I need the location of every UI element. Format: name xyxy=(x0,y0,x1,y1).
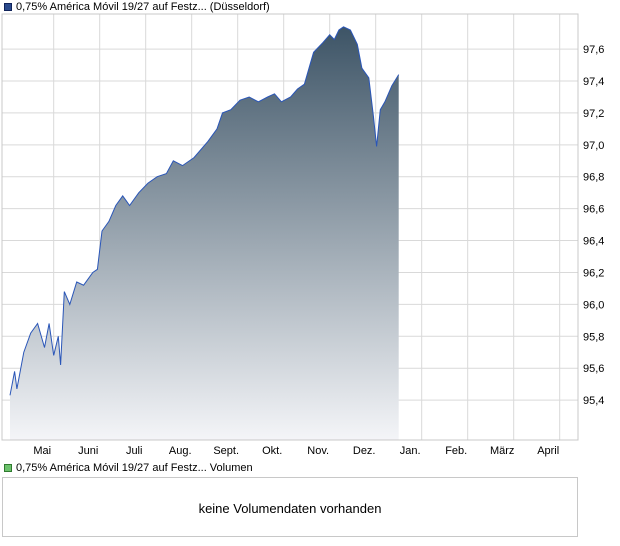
x-tick-label: Dez. xyxy=(353,445,376,457)
y-axis-labels: 95,4 95,6 95,8 96,0 96,2 96,4 96,6 96,8 97,0 97,2… xyxy=(583,44,604,407)
y-tick-label: 97,2 xyxy=(583,108,604,120)
y-tick-label: 96,8 xyxy=(583,172,604,184)
x-tick-label: März xyxy=(490,445,514,457)
x-tick-label: Nov. xyxy=(307,445,329,457)
y-tick-label: 97,0 xyxy=(583,140,604,152)
y-tick-label: 96,4 xyxy=(583,236,604,248)
y-tick-label: 95,4 xyxy=(583,395,604,407)
x-tick-label: Aug. xyxy=(169,445,192,457)
y-tick-label: 97,4 xyxy=(583,76,604,88)
x-tick-label: Feb. xyxy=(445,445,467,457)
y-tick-label: 96,0 xyxy=(583,299,604,311)
y-tick-label: 96,2 xyxy=(583,267,604,279)
volume-chart-legend: 0,75% América Móvil 19/27 auf Festz... V… xyxy=(4,461,253,475)
y-tick-label: 95,8 xyxy=(583,331,604,343)
volume-chart-panel: keine Volumendaten vorhanden xyxy=(2,477,578,537)
volume-series-swatch xyxy=(4,464,12,472)
x-tick-label: April xyxy=(537,445,559,457)
x-tick-label: Juni xyxy=(78,445,98,457)
price-legend-label: 0,75% América Móvil 19/27 auf Festz... (… xyxy=(16,1,270,13)
price-series-swatch xyxy=(4,3,12,11)
y-tick-label: 96,6 xyxy=(583,204,604,216)
x-tick-label: Okt. xyxy=(262,445,282,457)
plot-frame xyxy=(1,13,579,441)
x-tick-label: Juli xyxy=(126,445,143,457)
x-tick-label: Jan. xyxy=(400,445,421,457)
no-volume-message: keine Volumendaten vorhanden xyxy=(198,501,382,516)
x-tick-label: Sept. xyxy=(213,445,239,457)
y-tick-label: 97,6 xyxy=(583,44,604,56)
x-axis-labels: Mai Juni Juli Aug. Sept. Okt. Nov. Dez. Jan. Feb.… xyxy=(33,445,559,457)
price-line xyxy=(9,26,400,396)
price-chart: 95,4 95,6 95,8 96,0 96,2 96,4 96,6 96,8 97,0 97,2… xyxy=(1,13,604,457)
volume-legend-label: 0,75% América Móvil 19/27 auf Festz... V… xyxy=(16,462,253,474)
y-tick-label: 95,6 xyxy=(583,363,604,375)
x-tick-label: Mai xyxy=(33,445,51,457)
price-area-fill xyxy=(10,26,399,441)
price-chart-legend: 0,75% América Móvil 19/27 auf Festz... (… xyxy=(4,0,270,14)
